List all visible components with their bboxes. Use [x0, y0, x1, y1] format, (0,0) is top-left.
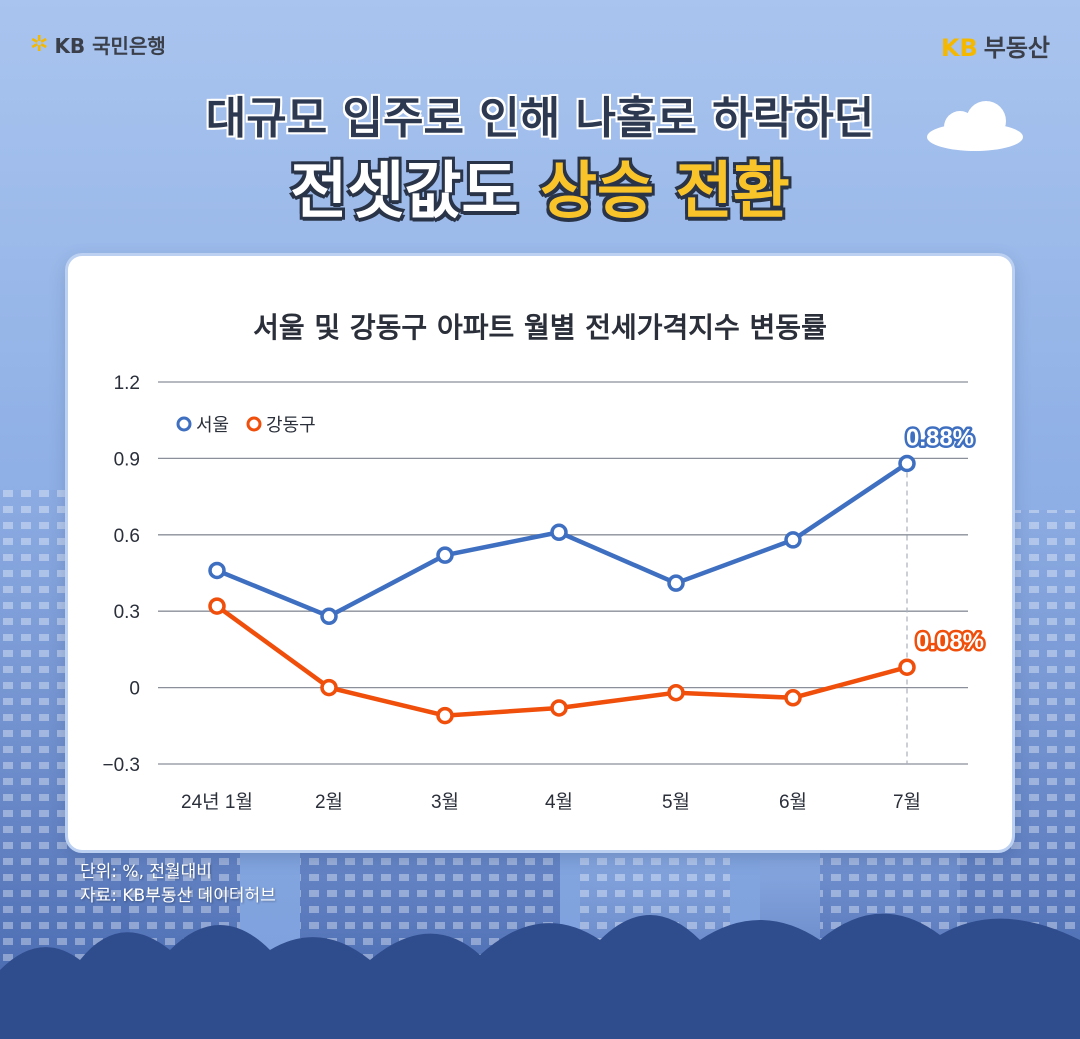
kb-bank-name: KB 국민은행 [54, 34, 166, 58]
headline-line2: 전셋값도 상승 전환 [0, 140, 1080, 230]
chart-title: 서울 및 강동구 아파트 월별 전세가격지수 변동률 [253, 311, 827, 344]
kb-real-estate-name: 부동산 [983, 34, 1050, 62]
kb-star-icon: ✲ [30, 32, 49, 57]
kb-mark: KB [940, 34, 978, 62]
source-note: 자료: KB부동산 데이터허브 [80, 886, 276, 906]
headline-plain: 전셋값도 [290, 154, 519, 227]
headline-line1: 대규모 입주로 인해 나홀로 하락하던 [205, 93, 875, 144]
kb-kookmin-bank-logo: ✲ KB 국민은행 [30, 30, 166, 59]
unit-note: 단위: %, 전월대비 [80, 862, 212, 882]
chart-footer: 단위: %, 전월대비 자료: KB부동산 데이터허브 [80, 860, 276, 908]
kb-real-estate-logo: KB 부동산 [941, 28, 1050, 63]
headline-highlight: 상승 전환 [540, 154, 790, 227]
cloud-icon [927, 101, 1023, 151]
chart-card: 서울 및 강동구 아파트 월별 전세가격지수 변동률 [68, 256, 1012, 850]
